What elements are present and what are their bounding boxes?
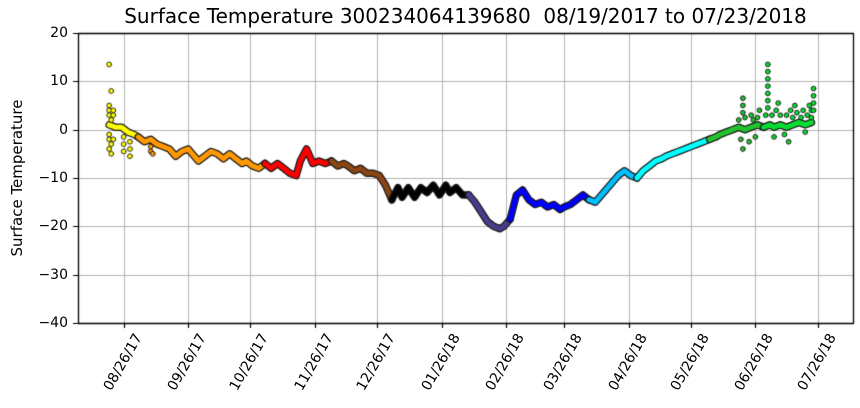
y-tick-label: −30: [38, 266, 68, 283]
y-tick-label: 20: [50, 25, 68, 41]
y-tick-label: −20: [38, 218, 68, 235]
y-tick-label: −40: [38, 315, 68, 331]
y-tick-label: −10: [38, 170, 68, 186]
chart-title: Surface Temperature 300234064139680 08/1…: [124, 4, 807, 28]
y-tick-label: 0: [59, 121, 68, 138]
y-tick-label: 10: [50, 73, 68, 90]
